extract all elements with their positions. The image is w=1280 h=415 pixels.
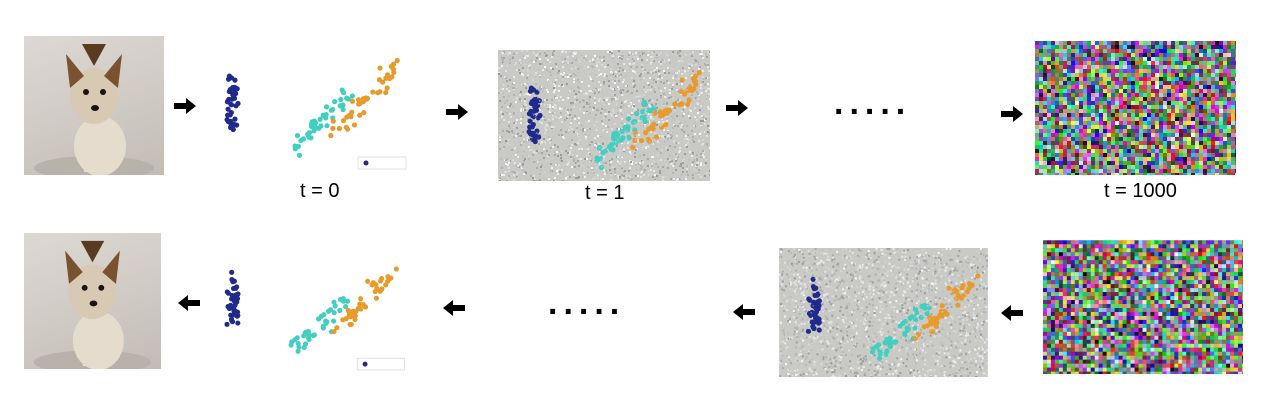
left-arrow-icon [1001, 305, 1023, 321]
label-tN: t = 1000 [1104, 180, 1177, 202]
left-arrow-icon [178, 295, 200, 311]
left-arrow-icon [733, 304, 755, 320]
pure-noise-reverse [1043, 240, 1243, 374]
noisy-scatter-t1 [498, 50, 710, 181]
label-t0: t = 0 [300, 180, 340, 202]
right-arrow-icon [1001, 106, 1023, 122]
ellipsis-reverse: ..... [548, 284, 626, 322]
right-arrow-icon [446, 104, 468, 120]
label-t1: t = 1 [585, 182, 625, 204]
right-arrow-icon [726, 100, 748, 116]
right-arrow-icon [174, 98, 196, 114]
left-arrow-icon [443, 300, 465, 316]
scatter-plot-t0 [200, 40, 410, 170]
pure-noise-tN [1035, 41, 1236, 175]
noisy-scatter-reverse [779, 248, 988, 377]
ellipsis-forward: ..... [834, 84, 912, 122]
scatter-plot-reconstructed [200, 243, 410, 371]
dog-photo-original [24, 36, 164, 175]
dog-photo-reconstructed [24, 233, 161, 369]
